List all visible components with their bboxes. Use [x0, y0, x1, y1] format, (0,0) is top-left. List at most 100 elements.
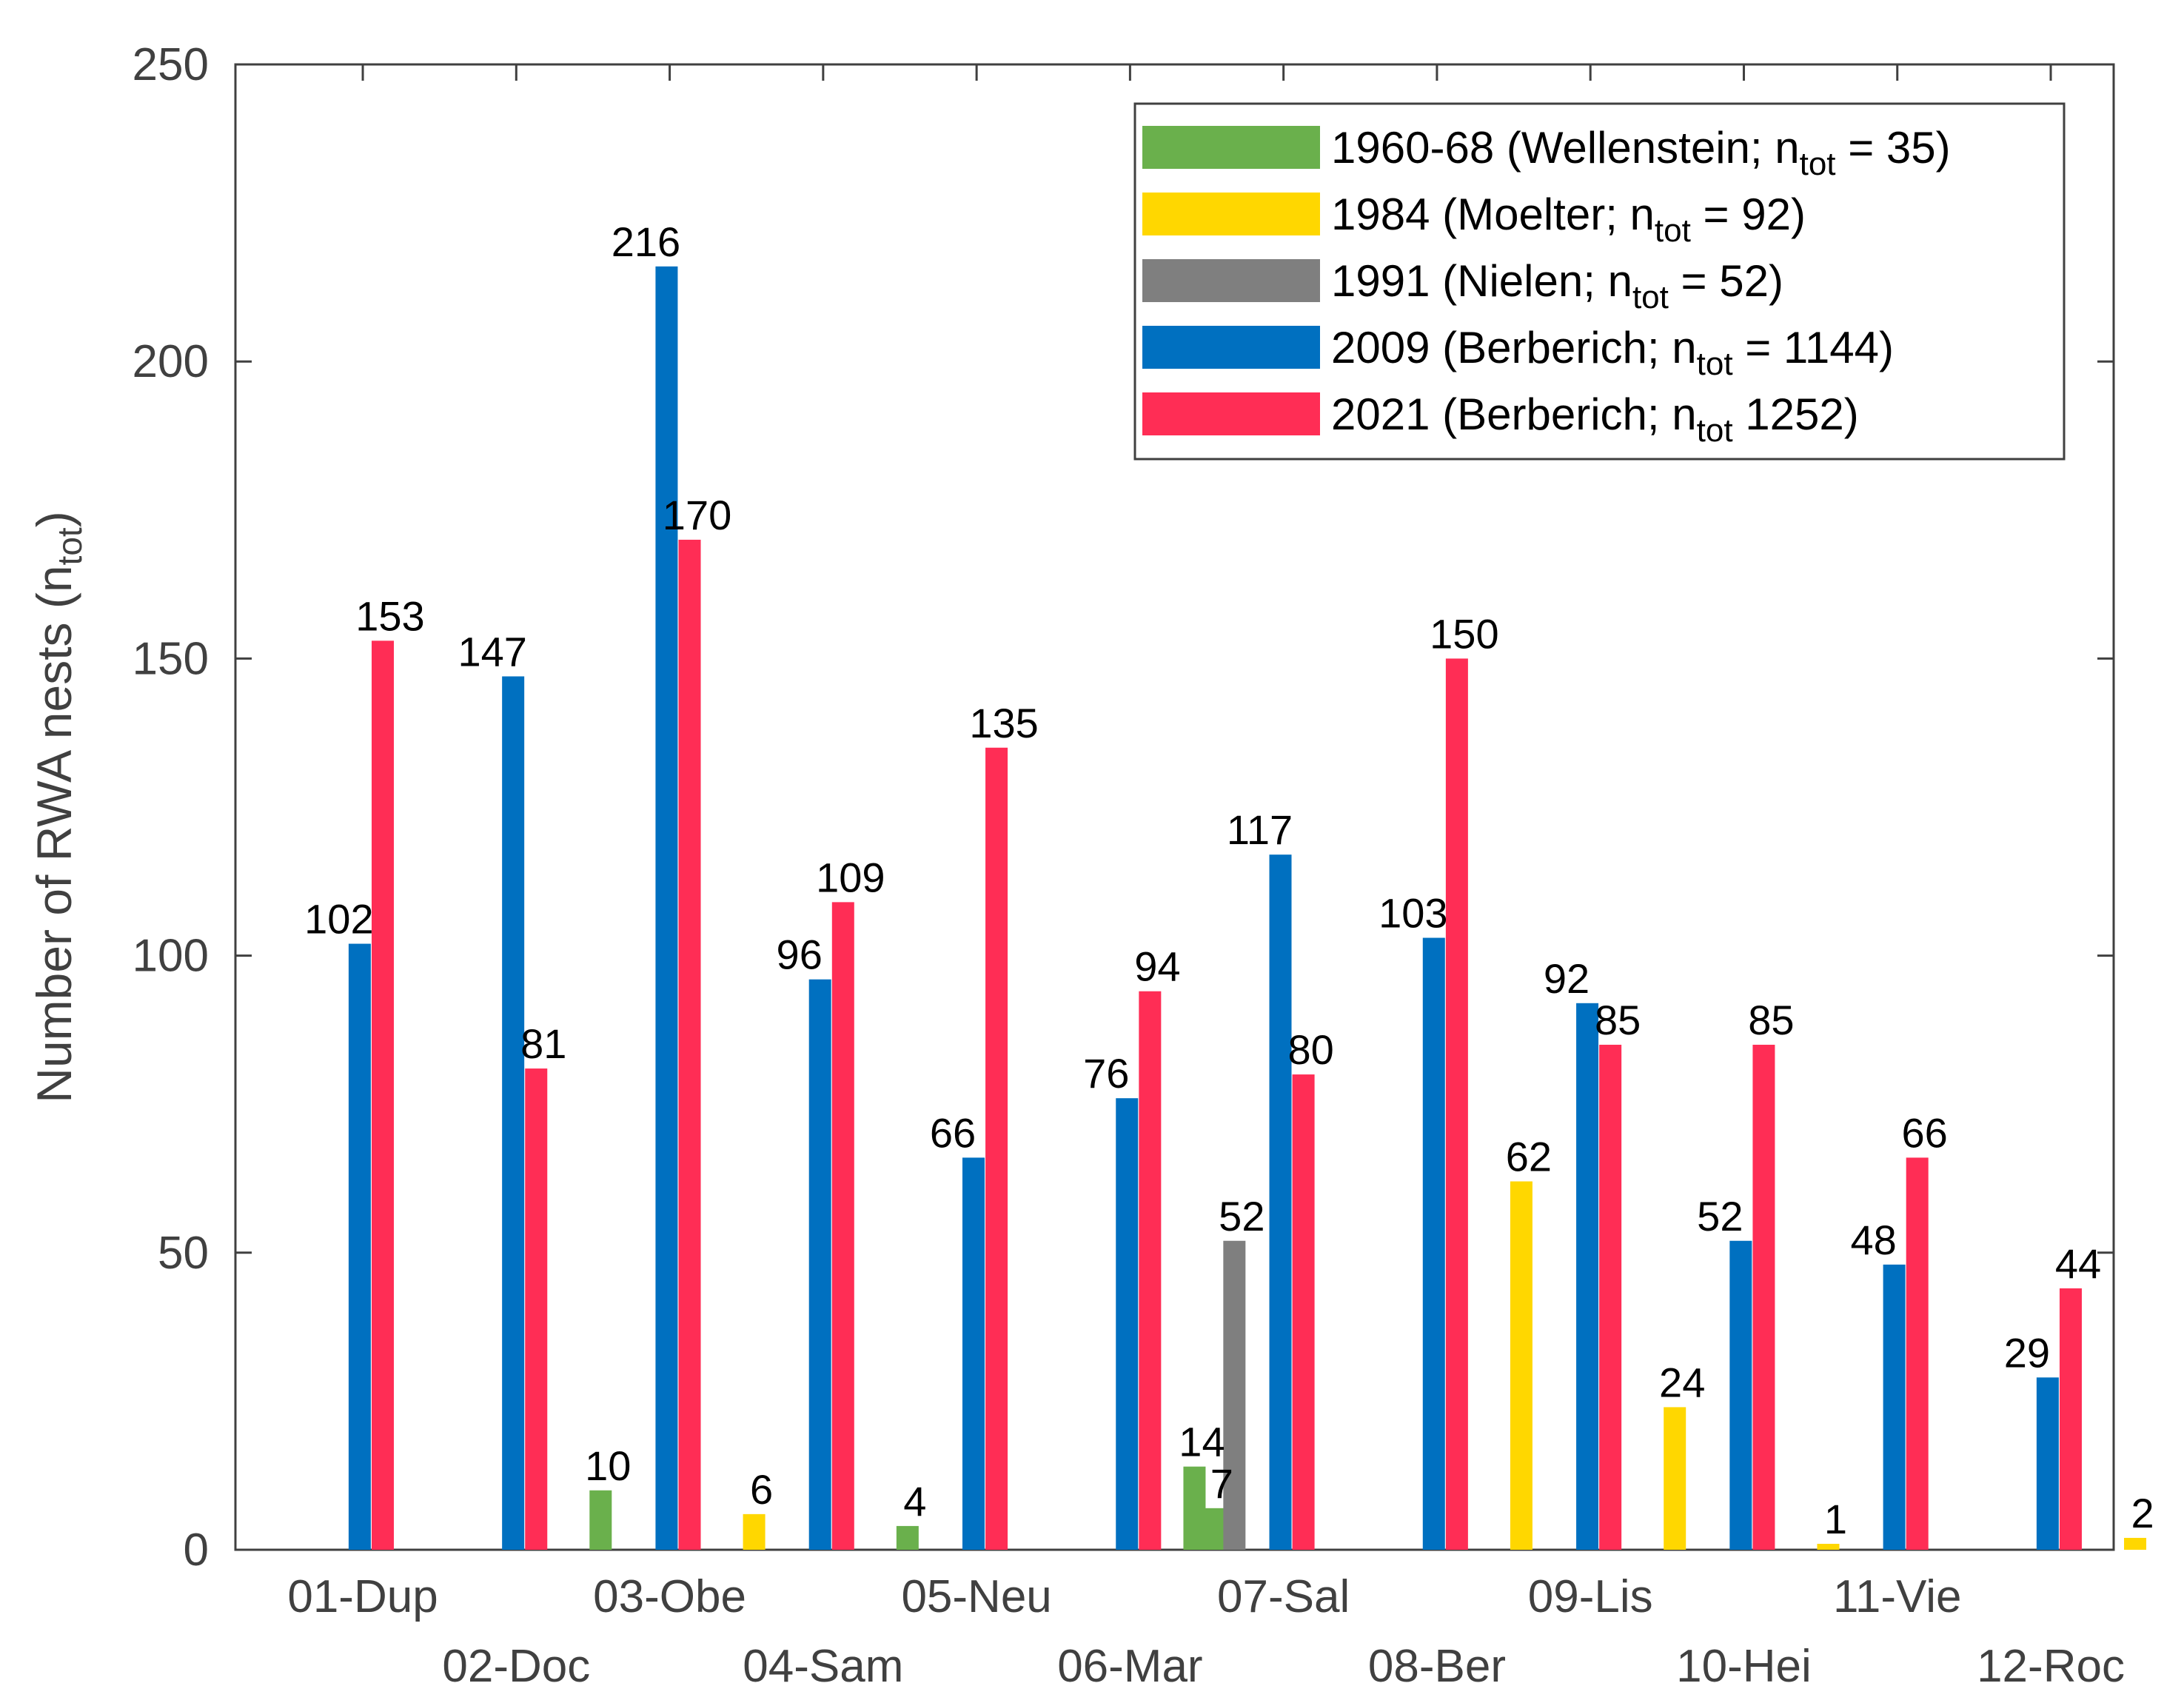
bars: [348, 266, 2147, 1551]
legend-swatch: [1142, 193, 1320, 235]
bar-value-label: 85: [1595, 997, 1641, 1043]
bar-1960-68: [896, 1525, 919, 1550]
bar-value-label: 150: [1430, 610, 1498, 657]
bar-2009: [1269, 854, 1292, 1550]
x-category-label: 07-Sal: [1217, 1571, 1350, 1622]
bar-value-label: 48: [1850, 1217, 1896, 1263]
y-tick-label: 0: [184, 1525, 209, 1576]
legend-entry: 1984 (Moelter; ntot = 92): [1331, 190, 1806, 249]
legend-entry: 1960-68 (Wellenstein; ntot = 35): [1331, 123, 1951, 182]
bar-1984: [1664, 1407, 1686, 1550]
x-category-label: 11-Vie: [1833, 1571, 1962, 1622]
bar-value-label: 52: [1219, 1193, 1264, 1240]
bar-2009: [655, 266, 678, 1550]
bar-value-label: 14: [1179, 1419, 1225, 1465]
data-labels: 1021531014781621617049610966135776941452…: [304, 218, 2154, 1542]
x-category-label: 06-Mar: [1057, 1641, 1202, 1692]
bar-value-label: 92: [1544, 955, 1590, 1002]
bar-2009: [2036, 1377, 2059, 1550]
y-tick-label: 200: [133, 336, 209, 387]
bar-1984: [2124, 1537, 2147, 1550]
bar-2009: [808, 979, 831, 1550]
y-tick-label: 150: [133, 633, 209, 684]
bar-value-label: 66: [1902, 1109, 1948, 1156]
y-tick-label: 50: [158, 1228, 209, 1279]
bar-value-label: 117: [1227, 806, 1293, 853]
bar-2021: [2059, 1288, 2082, 1550]
bar-value-label: 85: [1748, 997, 1794, 1043]
legend-swatch: [1142, 126, 1320, 169]
bar-value-label: 62: [1506, 1134, 1552, 1180]
x-category-label: 03-Obe: [593, 1571, 746, 1622]
bar-2009: [1883, 1264, 1906, 1550]
bar-value-label: 153: [355, 592, 424, 639]
legend-entry: 2009 (Berberich; ntot = 1144): [1331, 323, 1894, 382]
legend-entry: 1991 (Nielen; ntot = 52): [1331, 256, 1783, 315]
bar-2009: [1729, 1240, 1752, 1550]
bar-2021: [1139, 991, 1162, 1550]
bar-2021: [525, 1068, 548, 1550]
bar-2021: [831, 902, 854, 1550]
bar-2021: [371, 640, 394, 1550]
bar-2009: [1422, 937, 1445, 1550]
bar-1960-68: [1183, 1466, 1206, 1550]
legend-swatch: [1142, 392, 1320, 435]
x-category-label: 12-Roc: [1977, 1641, 2125, 1692]
bar-value-label: 94: [1134, 943, 1180, 990]
bar-1991: [1223, 1240, 1246, 1550]
bar-2021: [985, 747, 1008, 1550]
bar-1984: [743, 1513, 766, 1550]
legend-swatch: [1142, 326, 1320, 369]
bar-value-label: 6: [750, 1466, 773, 1513]
x-category-label: 04-Sam: [743, 1641, 903, 1692]
bar-value-label: 80: [1287, 1026, 1333, 1073]
legend-swatch: [1142, 259, 1320, 302]
legend: 1960-68 (Wellenstein; ntot = 35) 1984 (Mo…: [1133, 102, 2066, 461]
bar-value-label: 81: [520, 1020, 566, 1067]
bar-value-label: 2: [2131, 1490, 2154, 1536]
y-tick-label: 250: [133, 39, 209, 90]
bar-value-label: 1: [1824, 1496, 1847, 1542]
bar-value-label: 103: [1379, 890, 1447, 937]
bar-2009: [962, 1157, 985, 1550]
y-axis-label: Number of RWA nests (ntot): [27, 511, 89, 1103]
bar-value-label: 4: [903, 1478, 926, 1525]
bar-2021: [678, 539, 701, 1551]
bar-value-label: 76: [1083, 1050, 1129, 1097]
bar-value-label: 10: [585, 1442, 631, 1489]
plot-frame: [234, 63, 2115, 1551]
bar-value-label: 216: [612, 218, 680, 265]
bar-2021: [1906, 1157, 1929, 1550]
x-category-label: 02-Doc: [442, 1641, 590, 1692]
bar-2009: [1116, 1098, 1139, 1550]
bar-value-label: 44: [2055, 1240, 2101, 1287]
bar-2021: [1752, 1044, 1775, 1550]
y-tick-label: 100: [133, 931, 209, 982]
x-category-label: 10-Hei: [1676, 1641, 1812, 1692]
bar-1984: [1817, 1543, 1840, 1550]
bar-value-label: 109: [816, 854, 885, 900]
x-category-label: 01-Dup: [287, 1571, 438, 1622]
bar-value-label: 135: [969, 700, 1038, 746]
bar-value-label: 66: [930, 1109, 976, 1156]
x-category-label: 05-Neu: [901, 1571, 1051, 1622]
bar-value-label: 102: [304, 896, 373, 943]
bar-2021: [1599, 1044, 1622, 1550]
bar-1960-68: [1203, 1508, 1226, 1550]
x-category-label: 09-Lis: [1528, 1571, 1653, 1622]
bar-1984: [1510, 1181, 1533, 1550]
bar-2009: [1576, 1003, 1599, 1550]
bar-2021: [1445, 658, 1468, 1550]
bar-value-label: 96: [777, 931, 823, 978]
bar-1960-68: [589, 1490, 612, 1550]
bar-value-label: 170: [663, 492, 731, 538]
bar-value-label: 24: [1659, 1359, 1705, 1405]
bar-value-label: 52: [1697, 1193, 1743, 1240]
x-category-label: 08-Ber: [1368, 1641, 1506, 1692]
bar-2009: [502, 676, 525, 1551]
bar-2021: [1292, 1074, 1315, 1550]
bar-value-label: 147: [458, 628, 526, 675]
bar-value-label: 29: [2004, 1329, 2050, 1376]
